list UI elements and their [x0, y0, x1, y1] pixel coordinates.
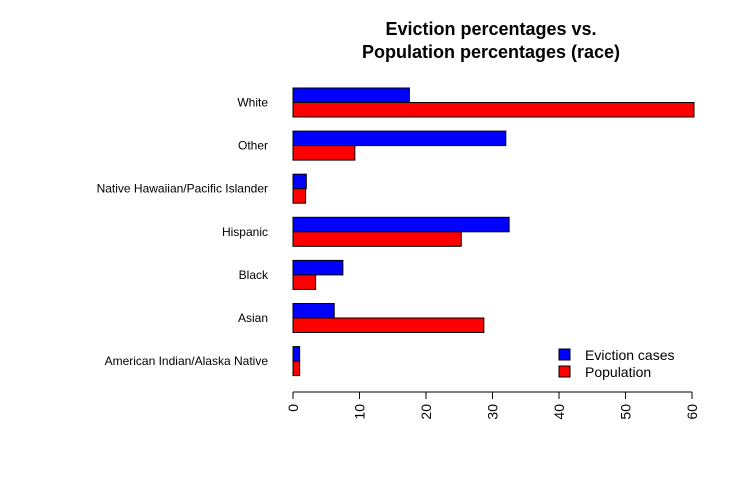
- category-label: Hispanic: [222, 225, 268, 239]
- bar-population-6: [292, 360, 301, 377]
- x-tick-label: 30: [485, 404, 501, 420]
- chart-title: Eviction percentages vs. Population perc…: [362, 19, 620, 62]
- bar-eviction-4: [292, 259, 344, 276]
- bar-eviction-6: [292, 346, 301, 362]
- legend-swatch-population: [558, 365, 571, 378]
- category-label: Other: [238, 139, 268, 153]
- category-label: Native Hawaiian/Pacific Islander: [97, 182, 268, 196]
- x-tick-label: 20: [418, 404, 434, 420]
- bar-population-2: [292, 188, 307, 204]
- x-tick-label: 0: [285, 404, 301, 412]
- category-label: Black: [239, 268, 269, 282]
- bar-population-3: [292, 231, 462, 247]
- category-label: American Indian/Alaska Native: [105, 354, 269, 368]
- bar-eviction-1: [292, 130, 507, 147]
- bar-eviction-3: [292, 216, 510, 233]
- legend-label: Population: [585, 364, 651, 380]
- chart-title-line-1: Eviction percentages vs.: [385, 19, 596, 39]
- category-labels: White Other Native Hawaiian/Pacific Island…: [97, 96, 269, 369]
- bar-population-4: [292, 274, 317, 290]
- bar-population-0: [292, 102, 695, 118]
- x-tick-label: 50: [618, 404, 634, 420]
- x-tick-label: 10: [352, 404, 368, 420]
- bar-population-5: [292, 317, 485, 333]
- bars-group: [292, 87, 695, 377]
- legend-swatch-eviction: [558, 348, 571, 361]
- chart-title-line-2: Population percentages (race): [362, 42, 620, 62]
- category-label: White: [237, 96, 268, 110]
- bar-eviction-2: [292, 173, 307, 190]
- bar-population-1: [292, 145, 356, 161]
- bar-eviction-5: [292, 303, 335, 319]
- x-axis: 0 10 20 30 40 50 60: [285, 391, 700, 420]
- bar-eviction-0: [292, 87, 410, 103]
- category-label: Asian: [238, 311, 268, 325]
- x-tick-label: 60: [684, 404, 700, 420]
- x-tick-label: 40: [551, 404, 567, 420]
- legend-label: Eviction cases: [585, 347, 674, 363]
